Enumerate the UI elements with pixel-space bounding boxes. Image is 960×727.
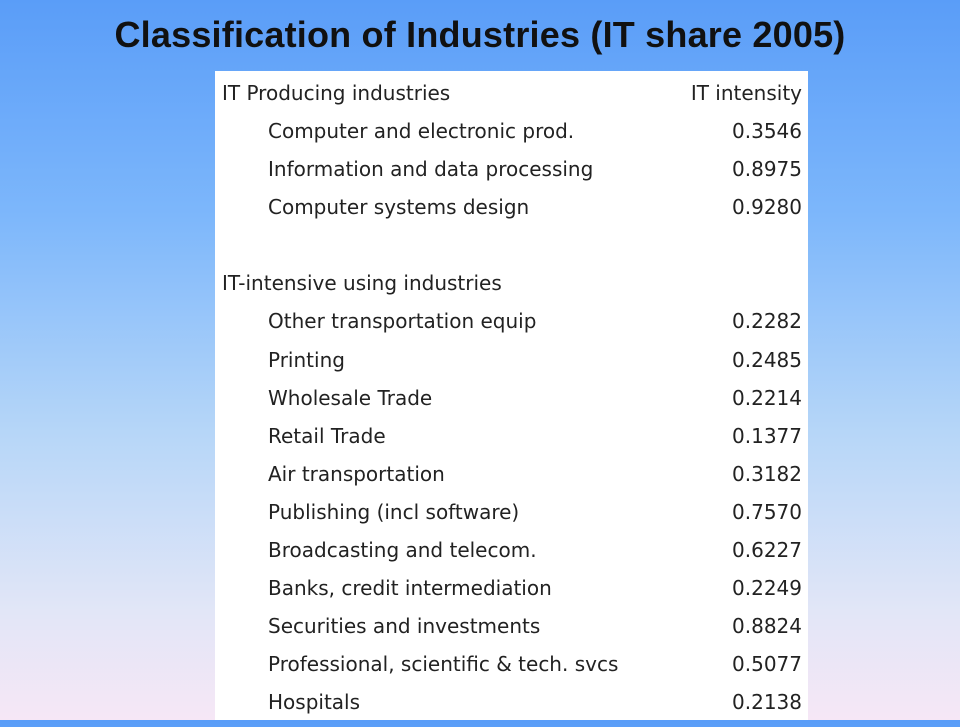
- industry-name: Securities and investments: [268, 614, 541, 639]
- table-row: Professional, scientific & tech. svcs 0.…: [222, 650, 802, 688]
- it-intensity-value: 0.3546: [732, 119, 802, 144]
- it-intensity-value: 0.6227: [732, 538, 802, 563]
- table-row: Publishing (incl software) 0.7570: [222, 498, 802, 536]
- table-header-row: IT Producing industries IT intensity: [222, 79, 802, 117]
- industry-name: Computer and electronic prod.: [268, 119, 575, 144]
- it-intensity-value: 0.2138: [732, 690, 802, 715]
- it-intensity-value: 0.9280: [732, 195, 802, 220]
- it-intensity-value: 0.2282: [732, 309, 802, 334]
- it-intensity-value: 0.8975: [732, 157, 802, 182]
- industry-name: Professional, scientific & tech. svcs: [268, 652, 619, 677]
- it-intensity-value: 0.5077: [732, 652, 802, 677]
- it-intensity-value: 0.7570: [732, 499, 802, 524]
- table-row: Information and data processing 0.8975: [222, 155, 802, 193]
- it-intensity-value: 0.1377: [732, 423, 802, 448]
- industry-name: Computer systems design: [268, 195, 530, 220]
- section-heading-it-using: IT-intensive using industries: [222, 271, 502, 296]
- it-intensity-value: 0.2485: [732, 347, 802, 372]
- table-row: Retail Trade 0.1377: [222, 422, 802, 460]
- table-row: Securities and investments 0.8824: [222, 612, 802, 650]
- industry-name: Other transportation equip: [268, 309, 537, 334]
- table-row: Computer systems design 0.9280: [222, 193, 802, 231]
- industry-name: Banks, credit intermediation: [268, 576, 552, 601]
- slide-title: Classification of Industries (IT share 2…: [114, 14, 846, 55]
- industry-name: Wholesale Trade: [268, 385, 433, 410]
- it-intensity-value: 0.2249: [732, 576, 802, 601]
- table-row: Computer and electronic prod. 0.3546: [222, 117, 802, 155]
- table-row: Air transportation 0.3182: [222, 460, 802, 498]
- industry-name: Hospitals: [268, 690, 361, 715]
- industry-name: Retail Trade: [268, 423, 386, 448]
- section-spacer: [222, 231, 802, 269]
- it-intensity-value: 0.2214: [732, 385, 802, 410]
- industry-name: Broadcasting and telecom.: [268, 538, 537, 563]
- table-row: Other transportation equip 0.2282: [222, 307, 802, 345]
- industry-name: Information and data processing: [268, 157, 594, 182]
- table-row: Broadcasting and telecom. 0.6227: [222, 536, 802, 574]
- table-row: Printing 0.2485: [222, 346, 802, 384]
- it-intensity-value: 0.3182: [732, 461, 802, 486]
- industry-name: Publishing (incl software): [268, 499, 520, 524]
- section-heading-row: IT-intensive using industries: [222, 269, 802, 307]
- industry-name: Air transportation: [268, 461, 445, 486]
- table-row: Wholesale Trade 0.2214: [222, 384, 802, 422]
- section-heading-it-producing: IT Producing industries: [222, 81, 451, 105]
- table-row: Hospitals 0.2138: [222, 688, 802, 726]
- it-intensity-value: 0.8824: [732, 614, 802, 639]
- table-row: Banks, credit intermediation 0.2249: [222, 574, 802, 612]
- industry-name: Printing: [268, 347, 345, 372]
- industry-table: IT Producing industries IT intensity Com…: [215, 71, 808, 720]
- column-header-it-intensity: IT intensity: [690, 81, 802, 105]
